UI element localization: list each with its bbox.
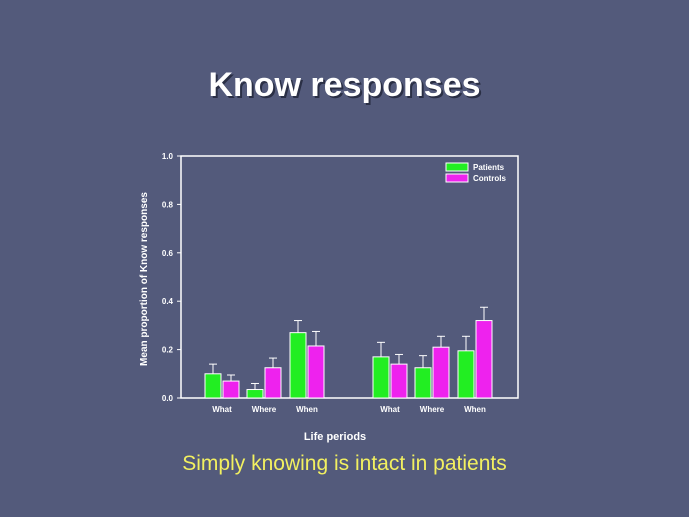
slide-caption: Simply knowing is intact in patients <box>182 452 507 475</box>
bar-controls <box>390 363 408 399</box>
bar-patients <box>372 356 390 399</box>
bar-patients <box>289 332 307 399</box>
y-axis-label: Mean proportion of Know responses <box>139 192 150 366</box>
x-tick-label: What <box>212 405 232 414</box>
legend-label-patients: Patients <box>473 163 505 172</box>
bar-controls <box>264 367 282 399</box>
legend-label-controls: Controls <box>473 174 506 183</box>
bar-patients <box>414 367 432 399</box>
y-tick-label: 0.4 <box>162 297 174 306</box>
bar-controls <box>432 346 450 399</box>
bar-patients <box>246 389 264 399</box>
x-tick-label: Where <box>252 405 277 414</box>
x-tick-label: What <box>380 405 400 414</box>
bar-controls <box>307 345 325 399</box>
bar-patients <box>204 373 222 399</box>
y-tick-label: 0.2 <box>162 346 174 355</box>
bar-controls <box>475 320 493 399</box>
y-tick-label: 0.8 <box>162 200 174 209</box>
x-tick-label: When <box>464 405 486 414</box>
x-tick-label: When <box>296 405 318 414</box>
y-tick-label: 0.6 <box>162 249 174 258</box>
plot-frame <box>180 155 519 399</box>
x-axis-label: Life periods <box>304 431 366 443</box>
legend-swatch-patients <box>445 162 469 172</box>
bar-patients <box>457 350 475 399</box>
x-tick-label: Where <box>420 405 445 414</box>
bar-controls <box>222 380 240 399</box>
legend-swatch-controls <box>445 173 469 183</box>
slide-title: Know responses <box>208 66 481 104</box>
y-tick-label: 0.0 <box>162 394 174 403</box>
y-tick-label: 1.0 <box>162 152 174 161</box>
